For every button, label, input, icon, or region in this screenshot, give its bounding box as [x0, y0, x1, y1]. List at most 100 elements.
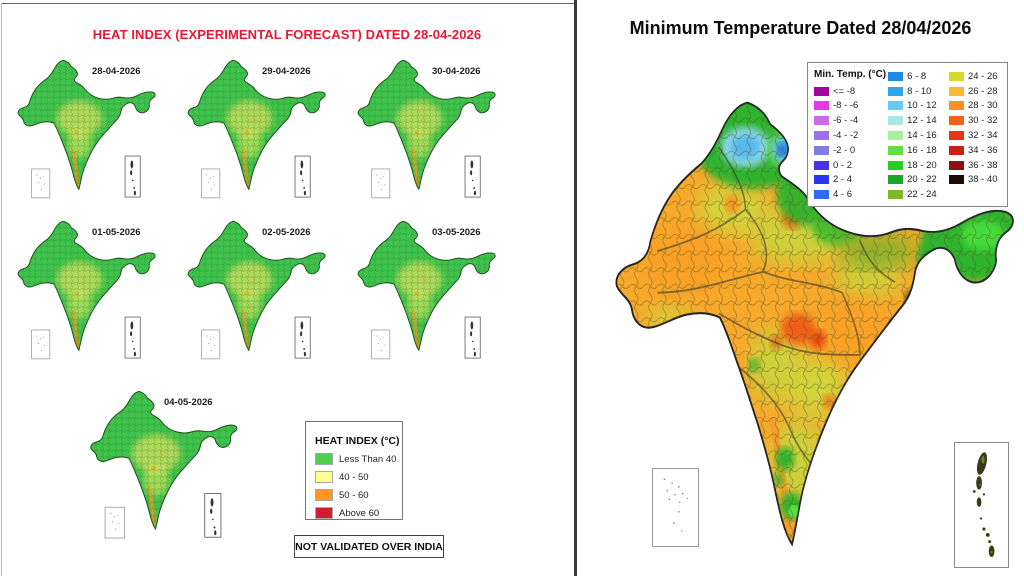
legend-color-swatch [948, 160, 964, 170]
min-temp-legend-item: 10 - 12 [888, 99, 947, 114]
heat-index-legend-item: 50 - 60 [315, 489, 402, 501]
legend-color-swatch [948, 175, 964, 185]
heat-index-legend-items: Less Than 40 40 - 50 50 - 60 Above 60 [315, 453, 402, 519]
legend-color-swatch [315, 507, 333, 519]
legend-label: 32 - 34 [967, 130, 998, 142]
min-temp-legend-item: 22 - 24 [888, 187, 947, 202]
mini-map-date-label: 03-05-2026 [432, 227, 481, 238]
min-temp-legend-item: 20 - 22 [888, 173, 947, 188]
legend-label: -2 - 0 [833, 144, 856, 156]
min-temp-legend-item: 16 - 18 [888, 143, 947, 158]
mini-map-date-label: 04-05-2026 [164, 397, 213, 408]
min-temp-legend-item: 28 - 30 [948, 99, 1004, 114]
min-temp-legend-title: Min. Temp. (°C) [814, 69, 887, 80]
heat-index-legend-title: HEAT INDEX (°C) [315, 435, 400, 447]
min-temp-legend-item: 18 - 20 [888, 158, 947, 173]
india-heat-index-graphic [8, 58, 160, 210]
heat-index-legend-item: 40 - 50 [315, 471, 402, 483]
min-temp-legend-item: 24 - 26 [948, 69, 1004, 84]
legend-color-swatch [814, 86, 829, 96]
legend-label: 26 - 28 [967, 85, 998, 97]
legend-color-swatch [888, 101, 904, 111]
legend-label: Less Than 40 [339, 453, 397, 465]
legend-color-swatch [814, 101, 829, 111]
panel-divider [574, 0, 577, 576]
min-temp-legend-item: -2 - 0 [814, 143, 886, 158]
legend-label: -4 - -2 [833, 130, 859, 142]
legend-color-swatch [888, 145, 904, 155]
min-temp-legend-column: Min. Temp. (°C) <= -8 -8 - -6 -6 - -4 -4 - -… [814, 69, 886, 203]
legend-label: 16 - 18 [907, 144, 937, 156]
min-temp-legend-item: 34 - 36 [948, 143, 1004, 158]
mini-map-date-label: 30-04-2026 [432, 66, 481, 77]
legend-label: -6 - -4 [833, 115, 859, 127]
min-temp-legend-column: 6 - 8 8 - 10 10 - 12 12 - 14 14 - 16 16 - 18 1… [888, 69, 947, 203]
legend-label: 18 - 20 [907, 159, 937, 171]
heat-index-legend: HEAT INDEX (°C) Less Than 40 40 - 50 50 - … [305, 421, 403, 520]
min-temp-legend-item: 8 - 10 [888, 84, 947, 99]
min-temp-legend-item: -6 - -4 [814, 113, 886, 128]
legend-color-swatch [315, 471, 333, 483]
legend-color-swatch [888, 71, 904, 81]
min-temp-legend-item: 26 - 28 [948, 84, 1004, 99]
min-temp-legend-item: 36 - 38 [948, 158, 1004, 173]
legend-label: 4 - 6 [833, 189, 853, 201]
india-heat-index-graphic [348, 58, 500, 210]
india-heat-index-graphic [348, 219, 500, 371]
legend-color-swatch [888, 86, 904, 96]
mini-map-date-label: 01-05-2026 [92, 227, 141, 238]
not-validated-note: NOT VALIDATED OVER INDIA [294, 535, 444, 558]
heat-index-mini-map: 29-04-2026 [178, 56, 343, 216]
legend-color-swatch [814, 116, 829, 126]
min-temp-legend-item: 2 - 4 [814, 173, 886, 188]
min-temp-legend-column: 24 - 26 26 - 28 28 - 30 30 - 32 32 - 34 34 - … [948, 69, 1004, 203]
min-temp-legend-item: 6 - 8 [888, 69, 947, 84]
india-heat-index-graphic [8, 219, 160, 371]
legend-label: 6 - 8 [907, 70, 927, 82]
legend-label: 2 - 4 [833, 174, 853, 186]
legend-label: 0 - 2 [833, 159, 853, 171]
legend-label: 10 - 12 [907, 100, 937, 112]
left-panel-border-top [2, 3, 574, 4]
legend-label: -8 - -6 [833, 100, 859, 112]
legend-color-swatch [948, 86, 964, 96]
legend-color-swatch [814, 145, 829, 155]
andaman-nicobar-inset [954, 442, 1009, 568]
legend-color-swatch [888, 160, 904, 170]
india-heat-index-graphic [80, 389, 242, 551]
min-temp-legend-item: 14 - 16 [888, 128, 947, 143]
heat-index-legend-item: Less Than 40 [315, 453, 402, 465]
legend-label: 34 - 36 [967, 144, 998, 156]
left-panel-border-left [1, 3, 2, 576]
legend-color-swatch [888, 131, 904, 141]
legend-label: 24 - 26 [967, 70, 998, 82]
legend-label: 30 - 32 [967, 115, 998, 127]
legend-label: 28 - 30 [967, 100, 998, 112]
legend-color-swatch [948, 131, 964, 141]
legend-color-swatch [948, 145, 964, 155]
mini-map-date-label: 02-05-2026 [262, 227, 311, 238]
heat-index-mini-map: 30-04-2026 [348, 56, 513, 216]
legend-color-swatch [315, 453, 333, 465]
legend-color-swatch [948, 71, 964, 81]
legend-label: <= -8 [833, 85, 856, 97]
lakshadweep-islands-graphic [663, 478, 689, 532]
legend-color-swatch [315, 489, 333, 501]
legend-label: 22 - 24 [907, 189, 937, 201]
legend-label: 36 - 38 [967, 159, 998, 171]
legend-color-swatch [814, 131, 829, 141]
heat-index-mini-map: 04-05-2026 [80, 387, 245, 547]
legend-color-swatch [814, 190, 829, 200]
min-temp-legend-item: -8 - -6 [814, 99, 886, 114]
legend-color-swatch [948, 101, 964, 111]
mini-map-date-label: 29-04-2026 [262, 66, 311, 77]
min-temp-panel: Minimum Temperature Dated 28/04/2026 Min… [577, 0, 1024, 576]
min-temp-legend-item: 4 - 6 [814, 187, 886, 202]
min-temp-legend-item: -4 - -2 [814, 128, 886, 143]
heat-index-title: HEAT INDEX (EXPERIMENTAL FORECAST) DATED… [92, 27, 482, 42]
min-temp-legend-item: 32 - 34 [948, 128, 1004, 143]
india-heat-index-graphic [178, 219, 330, 371]
heat-index-mini-map: 03-05-2026 [348, 217, 513, 377]
legend-label: 38 - 40 [967, 174, 998, 186]
